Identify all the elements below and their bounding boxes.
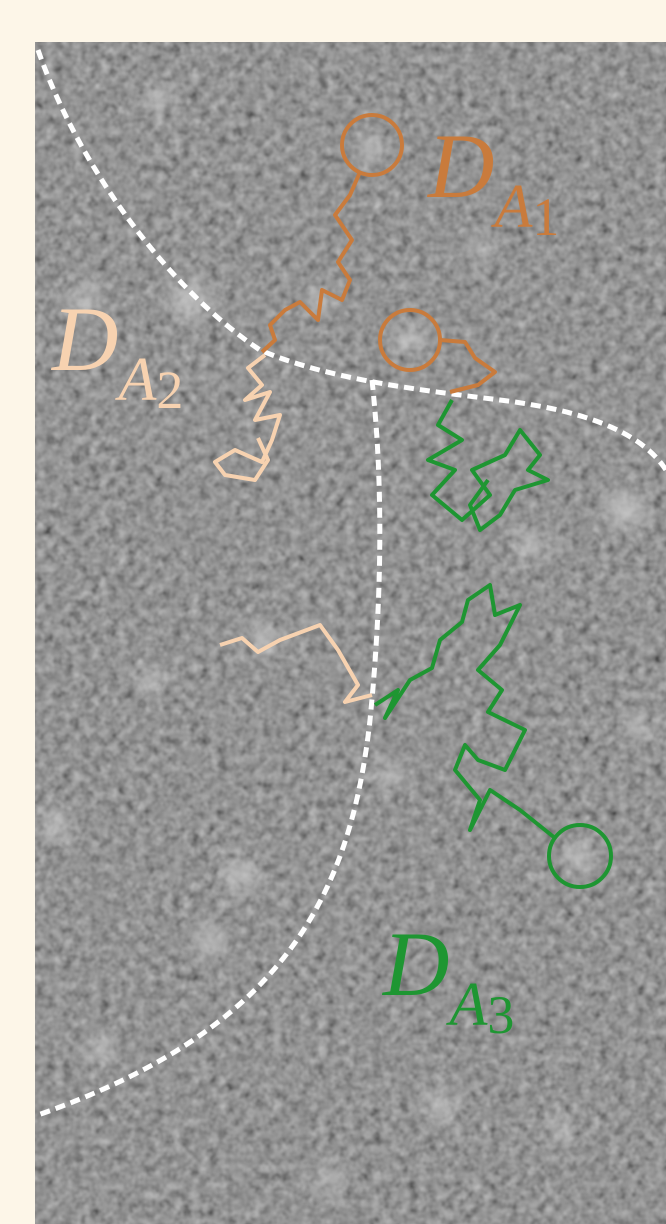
label-part: 3 — [487, 985, 514, 1045]
label-part: 2 — [156, 360, 183, 420]
microscopy-image — [35, 42, 666, 1224]
label-part: A — [445, 971, 488, 1039]
label-part: A — [114, 346, 157, 414]
label-part: A — [490, 173, 533, 241]
figure: DA1 DA2 DA3 — [0, 0, 666, 1224]
label-part: D — [50, 288, 118, 390]
label-part: D — [381, 913, 449, 1015]
label-part: 1 — [532, 187, 559, 247]
label-part: D — [426, 115, 494, 217]
